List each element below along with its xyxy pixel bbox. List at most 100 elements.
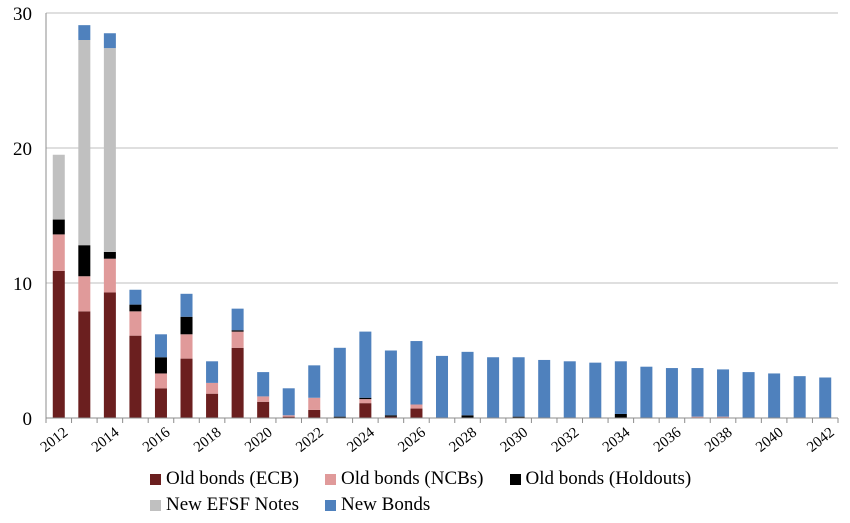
bar-segment-new-efsf-notes-2014 — [103, 48, 116, 252]
bar-segment-new-bonds-2041 — [793, 376, 806, 418]
legend-swatch-old-bonds-holdouts — [509, 473, 521, 485]
y-tick-label: 10 — [13, 274, 32, 295]
bar-segment-new-bonds-2034 — [614, 361, 627, 414]
x-tick-label: 2028 — [447, 425, 480, 456]
bar-segment-old-bonds-holdouts-2012 — [52, 219, 65, 235]
bar-segment-new-bonds-2019 — [231, 308, 244, 331]
bar-segment-old-bonds-ecb-2021 — [282, 416, 295, 418]
bar-segment-new-bonds-2038 — [717, 369, 730, 417]
bar-segment-new-bonds-2020 — [257, 372, 270, 397]
legend-label-new-bonds: New Bonds — [341, 494, 431, 515]
legend-item-old-bonds-ecb: Old bonds (ECB) — [150, 468, 299, 490]
legend-item-new-efsf-notes: New EFSF Notes — [150, 494, 299, 516]
legend-item-old-bonds-ncbs: Old bonds (NCBs) — [325, 468, 484, 490]
legend-item-old-bonds-holdouts: Old bonds (Holdouts) — [509, 468, 691, 490]
y-tick-label: 30 — [13, 4, 32, 25]
x-tick-label: 2038 — [702, 425, 735, 456]
bar-segment-old-bonds-ncbs-2016 — [154, 373, 167, 389]
x-tick-label: 2018 — [191, 425, 224, 456]
bar-segment-old-bonds-holdouts-2034 — [614, 413, 627, 418]
bar-segment-old-bonds-ncbs-2020 — [257, 396, 270, 402]
bar-segment-old-bonds-ncbs-2021 — [282, 415, 295, 417]
bar-segment-old-bonds-ncbs-2038 — [717, 416, 730, 418]
bar-segment-new-bonds-2032 — [563, 361, 576, 418]
x-tick-label: 2022 — [293, 425, 326, 456]
y-tick-label: 0 — [23, 409, 33, 430]
bar-segment-old-bonds-ncbs-2015 — [129, 311, 142, 336]
bar-segment-new-bonds-2037 — [691, 368, 704, 417]
bar-segment-old-bonds-ncbs-2024 — [359, 399, 372, 404]
x-tick-label: 2034 — [600, 424, 634, 455]
bar-segment-new-bonds-2029 — [487, 357, 500, 418]
bar-segment-new-efsf-notes-2013 — [78, 40, 91, 246]
bar-segment-old-bonds-holdouts-2016 — [154, 357, 167, 374]
bar-segment-old-bonds-ecb-2022 — [308, 409, 321, 418]
legend-label-old-bonds-ecb: Old bonds (ECB) — [166, 468, 299, 489]
bar-segment-old-bonds-ecb-2018 — [206, 393, 219, 418]
bar-segment-new-bonds-2028 — [461, 351, 474, 416]
bar-segment-old-bonds-ecb-2026 — [410, 408, 423, 418]
x-tick-label: 2032 — [549, 425, 582, 456]
bar-segment-old-bonds-ecb-2025 — [384, 416, 397, 418]
x-tick-label: 2040 — [753, 425, 786, 456]
bar-segment-new-bonds-2033 — [589, 362, 602, 418]
bar-segment-new-bonds-2030 — [512, 357, 525, 417]
bar-segment-old-bonds-ecb-2014 — [103, 292, 116, 418]
x-tick-label: 2014 — [89, 424, 123, 455]
bars — [52, 25, 832, 418]
bar-segment-new-bonds-2027 — [436, 355, 449, 418]
bar-segment-old-bonds-ecb-2016 — [154, 388, 167, 418]
legend-swatch-old-bonds-ncbs — [325, 473, 336, 485]
x-tick-label: 2036 — [651, 424, 685, 455]
bar-segment-new-bonds-2013 — [78, 25, 91, 40]
legend-label-old-bonds-ncbs: Old bonds (NCBs) — [341, 468, 484, 489]
bar-segment-old-bonds-holdouts-2028 — [461, 415, 474, 418]
x-tick-labels: 2012 2014 2016 2018 2020 2022 2024 2026 2028 2030… — [38, 424, 838, 455]
bar-segment-new-bonds-2017 — [180, 293, 193, 317]
legend-row-2: New EFSF Notes New Bonds — [150, 492, 830, 518]
bar-segment-new-bonds-2042 — [819, 377, 832, 418]
legend: Old bonds (ECB) Old bonds (NCBs) Old bon… — [150, 466, 830, 518]
bar-segment-old-bonds-ncbs-2022 — [308, 397, 321, 410]
bar-segment-old-bonds-ecb-2012 — [52, 270, 65, 418]
bar-segment-new-bonds-2023 — [333, 347, 346, 417]
bar-segment-new-bonds-2014 — [103, 33, 116, 49]
y-tick-labels: 0 10 20 30 — [13, 4, 32, 430]
bar-segment-new-bonds-2021 — [282, 388, 295, 416]
bar-segment-old-bonds-ecb-2020 — [257, 401, 270, 418]
legend-swatch-new-efsf-notes — [150, 499, 161, 511]
legend-swatch-old-bonds-ecb — [150, 473, 161, 485]
bar-segment-new-efsf-notes-2012 — [52, 154, 65, 220]
bar-segment-old-bonds-ecb-2024 — [359, 403, 372, 418]
bar-segment-old-bonds-holdouts-2017 — [180, 316, 193, 335]
bar-segment-old-bonds-ecb-2017 — [180, 358, 193, 418]
bar-segment-old-bonds-ncbs-2019 — [231, 331, 244, 348]
bar-segment-old-bonds-holdouts-2024 — [359, 397, 372, 400]
legend-item-new-bonds: New Bonds — [325, 494, 430, 516]
bar-segment-old-bonds-ncbs-2012 — [52, 234, 65, 271]
bar-segment-old-bonds-holdouts-2030 — [512, 416, 525, 418]
bar-segment-new-bonds-2018 — [206, 361, 219, 383]
bar-segment-new-bonds-2031 — [538, 359, 551, 418]
x-tick-label: 2016 — [140, 424, 174, 455]
bar-segment-old-bonds-ncbs-2037 — [691, 416, 704, 418]
bar-segment-new-bonds-2026 — [410, 341, 423, 405]
bar-segment-old-bonds-holdouts-2013 — [78, 245, 91, 277]
bar-segment-new-bonds-2015 — [129, 289, 142, 305]
bar-segment-new-bonds-2022 — [308, 365, 321, 398]
bar-segment-new-bonds-2035 — [640, 366, 653, 418]
bar-segment-old-bonds-holdouts-2014 — [103, 251, 116, 259]
x-tick-label: 2030 — [498, 425, 531, 456]
bar-segment-old-bonds-ncbs-2018 — [206, 382, 219, 394]
x-tick-label: 2024 — [344, 424, 378, 455]
gridlines — [46, 12, 838, 284]
legend-row-1: Old bonds (ECB) Old bonds (NCBs) Old bon… — [150, 466, 830, 492]
bar-segment-old-bonds-ecb-2013 — [78, 311, 91, 418]
bar-segment-old-bonds-holdouts-2019 — [231, 330, 244, 332]
legend-label-new-efsf-notes: New EFSF Notes — [166, 494, 300, 515]
x-tick-label: 2026 — [395, 424, 429, 455]
legend-swatch-new-bonds — [325, 499, 337, 511]
bar-segment-old-bonds-ncbs-2017 — [180, 334, 193, 359]
bar-segment-old-bonds-holdouts-2023 — [333, 416, 346, 418]
